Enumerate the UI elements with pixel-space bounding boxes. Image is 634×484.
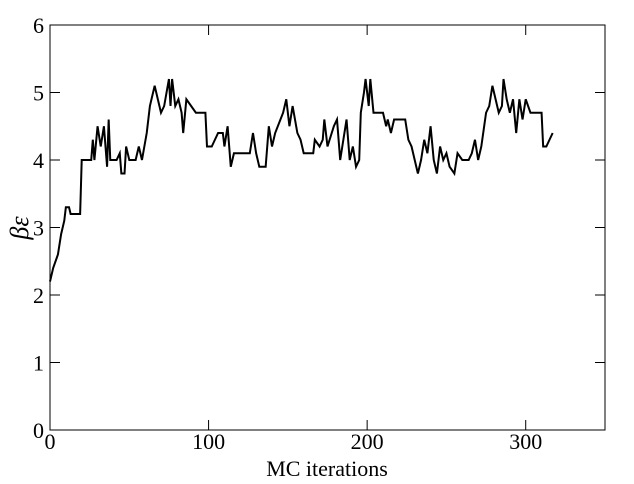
y-tick-label: 0	[33, 418, 44, 443]
y-axis-label: βε	[5, 216, 34, 241]
x-tick-label: 100	[192, 429, 225, 454]
y-tick-label: 4	[33, 148, 44, 173]
y-tick-label: 5	[33, 81, 44, 106]
data-line	[49, 78, 554, 282]
x-axis-label: MC iterations	[266, 456, 388, 481]
x-tick-label: 300	[509, 429, 542, 454]
x-tick-label: 200	[351, 429, 384, 454]
plot-frame	[49, 24, 606, 431]
y-tick-label: 6	[33, 13, 44, 38]
y-tick-label: 1	[33, 351, 44, 376]
y-tick-label: 3	[33, 216, 44, 241]
y-tick-label: 2	[33, 283, 44, 308]
x-tick-label: 0	[45, 429, 56, 454]
